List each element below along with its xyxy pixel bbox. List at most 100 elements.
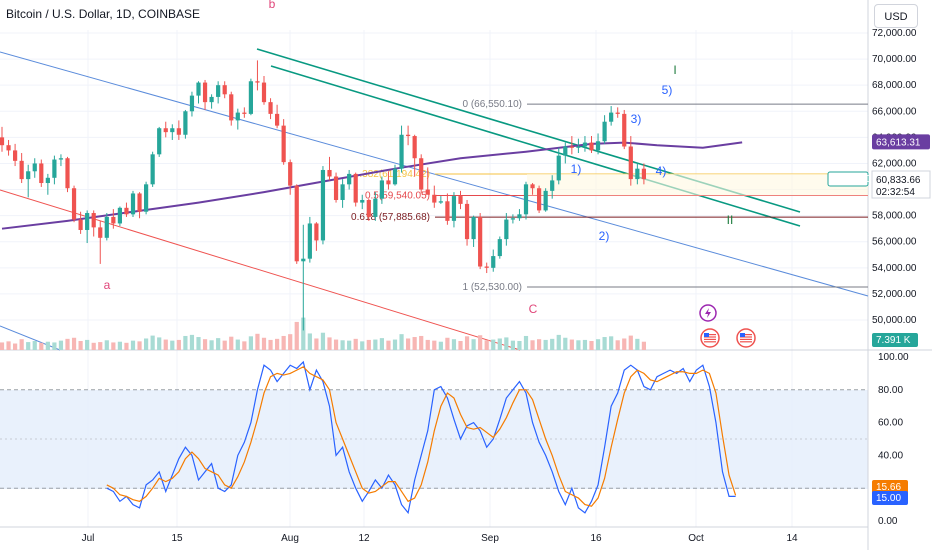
volume-bar — [537, 339, 542, 350]
volume-bar — [641, 341, 646, 350]
stoch-tick-label: 100.00 — [878, 352, 909, 363]
price-tick-label: 54,000.00 — [872, 263, 917, 274]
date-tick-label: 16 — [590, 533, 602, 544]
currency-button[interactable]: USD — [874, 4, 918, 28]
candle-body — [445, 201, 450, 221]
lightning-icon-bolt — [705, 308, 711, 318]
volume-bar — [85, 339, 90, 350]
candle-body — [379, 180, 384, 199]
countdown-text: 02:32:54 — [876, 187, 915, 198]
volume-bar — [209, 340, 214, 350]
candle-body — [137, 193, 142, 212]
candle-body — [157, 128, 162, 155]
candle-body — [497, 239, 502, 257]
volume-bar — [615, 340, 620, 350]
volume-bar — [117, 341, 122, 350]
volume-bar — [635, 338, 640, 350]
volume-bar — [157, 337, 162, 350]
candle-body — [19, 160, 24, 180]
volume-bar — [294, 321, 299, 350]
candle-body — [150, 154, 155, 185]
candle-body — [98, 227, 103, 238]
us-flag-icon[interactable] — [736, 328, 756, 348]
chart-title: Bitcoin / U.S. Dollar, 1D, COINBASE — [6, 7, 200, 21]
last-price-box — [871, 170, 931, 199]
moving-average-line — [1, 141, 743, 230]
us-flag-icon-canton — [704, 333, 709, 337]
volume-bar — [6, 341, 11, 350]
volume-bar — [347, 340, 352, 350]
fib-zone — [527, 173, 868, 196]
candle-body — [582, 142, 588, 147]
candle-body — [602, 121, 607, 142]
volume-bar — [0, 342, 5, 350]
volume-bar — [242, 341, 247, 350]
volume-bar — [130, 340, 136, 350]
us-flag-icon[interactable] — [700, 328, 720, 348]
stoch-tick-label: 80.00 — [878, 385, 903, 396]
candle-body — [347, 173, 352, 185]
volume-bar — [451, 339, 457, 350]
volume-bar — [301, 317, 306, 350]
volume-bar — [445, 337, 450, 350]
candle-body — [261, 82, 267, 103]
volume-bar — [353, 338, 358, 350]
date-tick-label: 12 — [358, 533, 370, 544]
stoch-d-line — [106, 366, 737, 507]
volume-bar — [255, 333, 260, 350]
candle-body — [71, 188, 77, 220]
symbol-tag-text: BTCUSD — [832, 174, 873, 185]
volume-bar — [320, 332, 326, 350]
volume-bar — [98, 342, 103, 350]
candle-body — [255, 81, 260, 83]
volume-bar — [196, 337, 201, 350]
volume-bar — [530, 340, 535, 350]
volume-bar — [379, 338, 384, 350]
us-flag-icon-stripe — [704, 341, 716, 343]
volume-bar — [183, 335, 188, 350]
price-axis[interactable]: 72,000.0070,000.0068,000.0066,000.0064,0… — [872, 28, 917, 527]
date-tick-label: 15 — [171, 533, 183, 544]
volume-bar — [58, 340, 64, 350]
fib-label: 0 (66,550.10) — [463, 99, 523, 110]
volume-bar — [497, 338, 502, 350]
fib-label: 0.618 (57,885.68) — [351, 212, 430, 223]
candle-body — [117, 207, 122, 224]
volume-bar — [189, 334, 195, 350]
candle-body — [622, 113, 627, 147]
candle-body — [45, 177, 50, 184]
candle-body — [26, 171, 31, 180]
candle-body — [183, 111, 188, 135]
channel-lower — [270, 65, 801, 227]
price-tick-label: 50,000.00 — [872, 315, 917, 326]
volume-bar — [340, 340, 345, 350]
volume-bar — [386, 340, 391, 350]
volume-bar — [543, 339, 548, 350]
volume-bar — [504, 337, 509, 350]
date-axis[interactable]: Jul 15 Aug 12 Sep 16 Oct 14 — [82, 533, 798, 544]
candle-body — [392, 168, 398, 185]
candle-body — [589, 142, 594, 151]
candle-body — [130, 193, 136, 215]
trendline-red — [0, 189, 521, 351]
us-flag-icon-stripe — [704, 336, 716, 338]
wave-label: 1) — [571, 162, 582, 176]
wave-label: 3) — [631, 112, 642, 126]
price-tick-label: 72,000.00 — [872, 28, 917, 39]
candle-body — [333, 176, 339, 200]
candle-body — [484, 266, 489, 268]
candle-body — [294, 185, 299, 262]
volume-bar — [438, 341, 443, 350]
candle-body — [6, 145, 11, 151]
volume-bar — [170, 340, 175, 350]
lightning-icon[interactable] — [699, 304, 717, 322]
volume-bar — [65, 338, 70, 350]
last-price-text: 60,833.66 — [876, 175, 921, 186]
event-icons[interactable] — [699, 304, 756, 348]
us-flag-icon-stripe — [740, 336, 752, 338]
wave-label: b — [269, 0, 276, 11]
candle-body — [222, 85, 227, 95]
volume-bar — [261, 337, 267, 350]
